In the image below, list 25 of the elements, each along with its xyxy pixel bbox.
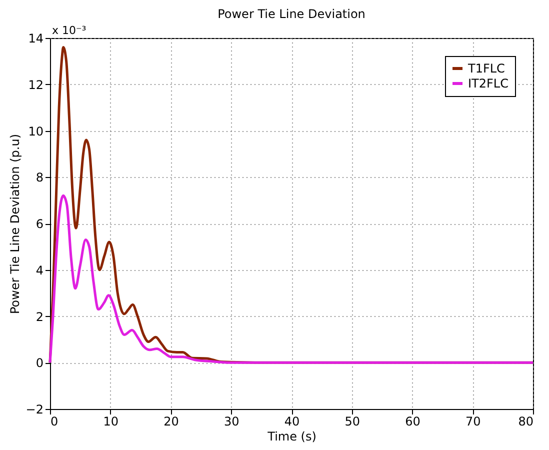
y-tick-label: 10	[28, 124, 44, 138]
y-tick-label: 12	[28, 78, 44, 92]
legend-label: T1FLC	[467, 62, 505, 76]
x-tick-label: 70	[465, 414, 481, 428]
x-axis-title: Time (s)	[266, 430, 316, 444]
x-tick-label: 10	[103, 414, 119, 428]
text: x 10⁻³	[52, 24, 86, 37]
y-tick-label: 0	[36, 356, 44, 370]
legend-label: IT2FLC	[468, 76, 508, 90]
y-tick-label: 8	[36, 170, 44, 185]
y-tick-label: 6	[36, 217, 44, 231]
x-tick-label: 0	[50, 414, 58, 428]
x-tick-label: 60	[405, 414, 420, 428]
x-tick-label: 50	[344, 414, 360, 428]
y-tick-label: −2	[26, 402, 44, 416]
x-tick-label: 80	[518, 414, 534, 428]
y-tick-label: 2	[36, 310, 44, 324]
line-series	[48, 194, 534, 364]
x-tick-label: 30	[224, 414, 240, 428]
y-tick-label: 14	[28, 32, 44, 46]
y-tick-label: 4	[36, 263, 44, 278]
x-tick-label: 20	[164, 414, 179, 428]
x-tick-label: 40	[284, 414, 300, 428]
y-axis-title: Power Tie Line Deviation (p.u)	[8, 134, 22, 314]
chart-title: Power Tie Line Deviation	[218, 7, 366, 21]
